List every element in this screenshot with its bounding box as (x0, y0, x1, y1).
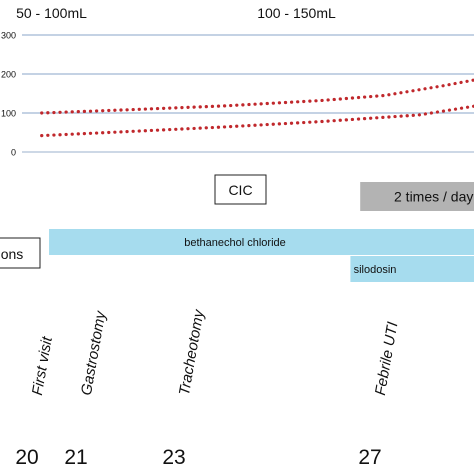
medication-label: ons (1, 246, 24, 262)
cic-stage-bar (360, 182, 474, 211)
medication-bar (350, 256, 474, 282)
event-label-line: Gastrostomy (78, 309, 110, 397)
volume-series (40, 78, 474, 138)
x-tick-labels: 2021232730 (15, 446, 381, 469)
cic-label: CIC (228, 182, 252, 198)
event-labels: First visit Gastrostomy Tracheotomy Febrile… (29, 307, 402, 397)
x-tick-label: 20 (15, 446, 38, 469)
medication-row: ons (0, 237, 41, 269)
medication-bars: bethanechol chloride silodosin (49, 229, 474, 282)
cic-row: CIC (214, 174, 267, 205)
event-label: Tracheotomy (176, 307, 208, 397)
medication-name: silodosin (354, 264, 397, 276)
y-tick-labels: 0 100 200 300 (1, 31, 16, 158)
x-tick-label: 21 (64, 446, 87, 469)
event-label-line: First visit (29, 335, 56, 397)
y-tick-label: 300 (1, 31, 16, 41)
cic-stage-label: 2 times / day (394, 189, 473, 205)
medication-label-box (0, 237, 41, 269)
event-label-line: Tracheotomy (176, 307, 208, 397)
medication-bar (49, 229, 474, 255)
event-label: First visit (29, 335, 56, 397)
volume-label: 50 - 100mL (16, 5, 87, 21)
volume-label: 100 - 150mL (257, 5, 336, 21)
cic-stages: 2 times / day3 or motimes / c (360, 182, 474, 211)
event-label-line: Febrile UTI (372, 321, 402, 397)
cic-label-box (214, 174, 267, 205)
y-tick-label: 0 (11, 148, 16, 158)
y-tick-label: 100 (1, 109, 16, 119)
y-grid (22, 34, 474, 153)
x-tick-label: 27 (358, 446, 381, 469)
medication-name: bethanechol chloride (184, 237, 286, 249)
y-tick-label: 200 (1, 70, 16, 80)
event-label: Febrile UTI (372, 321, 402, 397)
series-line-1 (40, 78, 474, 115)
x-tick-label: 23 (162, 446, 185, 469)
series-line-2 (40, 104, 474, 138)
event-label: Gastrostomy (78, 309, 110, 397)
